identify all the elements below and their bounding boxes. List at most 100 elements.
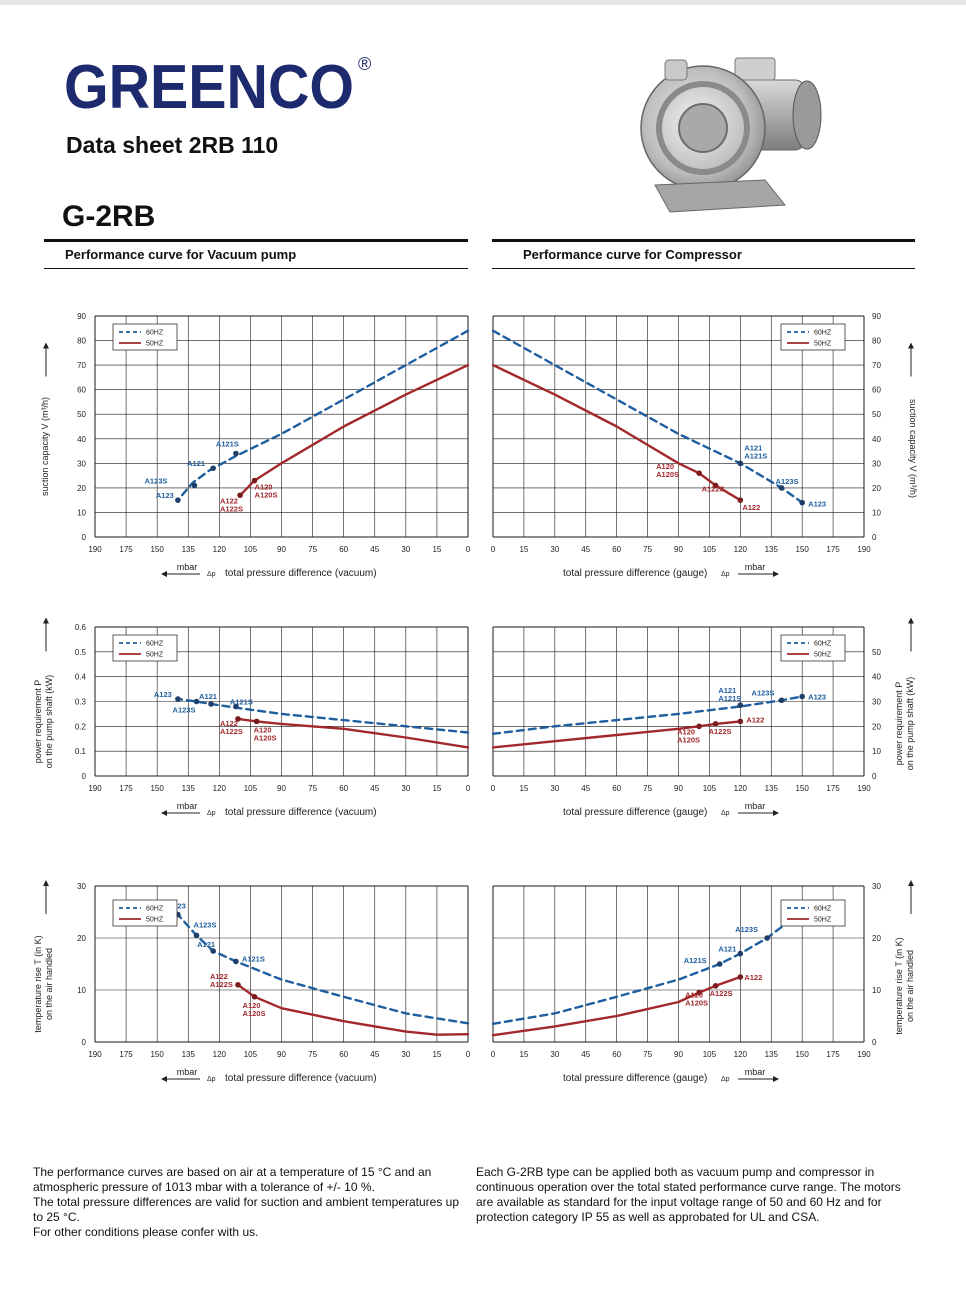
data-point [712, 721, 719, 727]
data-point [210, 948, 216, 954]
legend-label-50hz: 50HZ [146, 652, 164, 659]
legend-label-50hz: 50HZ [146, 917, 164, 924]
x-tick-label: 105 [703, 784, 717, 793]
point-label: A123 [154, 690, 172, 699]
data-point [737, 497, 744, 503]
point-label: A121 [187, 459, 205, 468]
data-point [716, 961, 723, 967]
vacuum-section-title: Performance curve for Vacuum pump [65, 247, 297, 262]
x-tick-label: 45 [581, 545, 590, 554]
y-axis-label-2: on the pump shaft (kW) [44, 675, 54, 769]
x-tick-label: 15 [432, 545, 441, 554]
legend-label-50hz: 50HZ [814, 341, 832, 348]
doc-title: Data sheet 2RB 110 [66, 132, 279, 158]
point-label: A120S [677, 735, 700, 744]
delta-p-symbol: Δp [721, 810, 730, 817]
y-tick-label: 0.1 [75, 747, 87, 756]
delta-p-symbol: Δp [207, 810, 216, 817]
series-line-60hz [176, 913, 470, 1025]
y-tick-label: 10 [872, 747, 881, 756]
y-arrow-head [908, 880, 914, 886]
x-tick-label: 90 [277, 784, 286, 793]
chart-comp_capacity: 0 10 20 30 40 50 60 70 80 90 0 15 30 45 60 75 90 105 120 13… [491, 312, 918, 579]
section-rule-right-thin [492, 268, 915, 269]
point-label: A123S [173, 706, 196, 715]
y-axis-label: temperature rise T (in K) [894, 937, 904, 1034]
svg-text:GREENCO: GREENCO [64, 53, 354, 120]
point-label: A123S [735, 925, 758, 934]
data-point [251, 477, 258, 484]
series-line-50hz [236, 717, 470, 749]
y-tick-label: 20 [77, 484, 86, 493]
point-label: A122 [742, 503, 760, 512]
data-point [778, 485, 785, 491]
data-point [799, 693, 805, 700]
y-tick-label: 70 [872, 361, 881, 370]
point-label: A122S [709, 727, 732, 736]
x-tick-label: 105 [244, 1050, 258, 1059]
svg-text:®: ® [358, 54, 371, 74]
y-tick-label: 0 [82, 533, 87, 542]
x-tick-label: 0 [491, 545, 496, 554]
data-point [696, 723, 702, 730]
x-tick-label: 30 [401, 545, 410, 554]
x-tick-label: 0 [491, 1050, 496, 1059]
legend-box [780, 899, 846, 927]
point-label: A122S [220, 504, 243, 513]
point-label: A120S [255, 491, 278, 500]
x-tick-label: 175 [826, 545, 840, 554]
x-tick-label: 60 [612, 784, 621, 793]
point-label: A120 [254, 725, 272, 734]
x-tick-label: 15 [519, 545, 528, 554]
x-tick-label: 135 [182, 545, 196, 554]
compressor-section-title: Performance curve for Compressor [523, 247, 742, 262]
point-label: A121 [718, 686, 736, 695]
data-point [237, 492, 243, 499]
data-point [712, 482, 719, 489]
y-tick-label: 0 [82, 772, 87, 781]
greenco-logo: GREENCO ® [64, 53, 371, 120]
point-label: A122 [220, 719, 238, 728]
point-label: A120S [656, 470, 679, 479]
point-label: A122 [210, 972, 228, 981]
legend-box [780, 323, 846, 351]
y-axis-label: power requirement P [894, 682, 904, 766]
x-tick-label: 0 [466, 1050, 471, 1059]
y-tick-label: 30 [77, 459, 86, 468]
x-tick-label: 175 [119, 545, 133, 554]
x-unit-label: mbar [177, 1067, 198, 1077]
y-axis-label: power requirement P [33, 680, 43, 764]
y-tick-label: 70 [77, 361, 86, 370]
y-tick-label: 10 [872, 986, 881, 995]
family-title: G-2RB [62, 200, 156, 233]
point-label: A123 [808, 500, 826, 509]
point-label: A123 [156, 491, 174, 500]
x-unit-label: mbar [745, 562, 766, 572]
point-label: A122S [702, 484, 725, 493]
y-tick-label: 20 [872, 934, 881, 943]
x-axis-label: total pressure difference (gauge) [563, 1073, 707, 1084]
y-tick-label: 40 [872, 435, 881, 444]
legend-box [112, 323, 178, 351]
data-point [712, 983, 719, 989]
x-tick-label: 60 [612, 1050, 621, 1059]
x-tick-label: 30 [550, 1050, 559, 1059]
data-point [737, 702, 744, 709]
point-label: A121S [684, 956, 707, 965]
data-point [235, 982, 241, 988]
data-point [737, 974, 744, 980]
series-line-60hz [491, 921, 789, 1025]
y-tick-label: 10 [872, 508, 881, 517]
y-tick-label: 60 [77, 386, 86, 395]
data-point [193, 932, 200, 939]
y-tick-label: 10 [77, 508, 86, 517]
x-tick-label: 175 [119, 1050, 133, 1059]
x-tick-label: 175 [119, 784, 133, 793]
x-tick-label: 30 [550, 784, 559, 793]
x-axis-label: total pressure difference (vacuum) [225, 1073, 377, 1084]
legend-label-60hz: 60HZ [814, 906, 832, 913]
data-point [737, 718, 744, 725]
x-tick-label: 60 [339, 1050, 348, 1059]
